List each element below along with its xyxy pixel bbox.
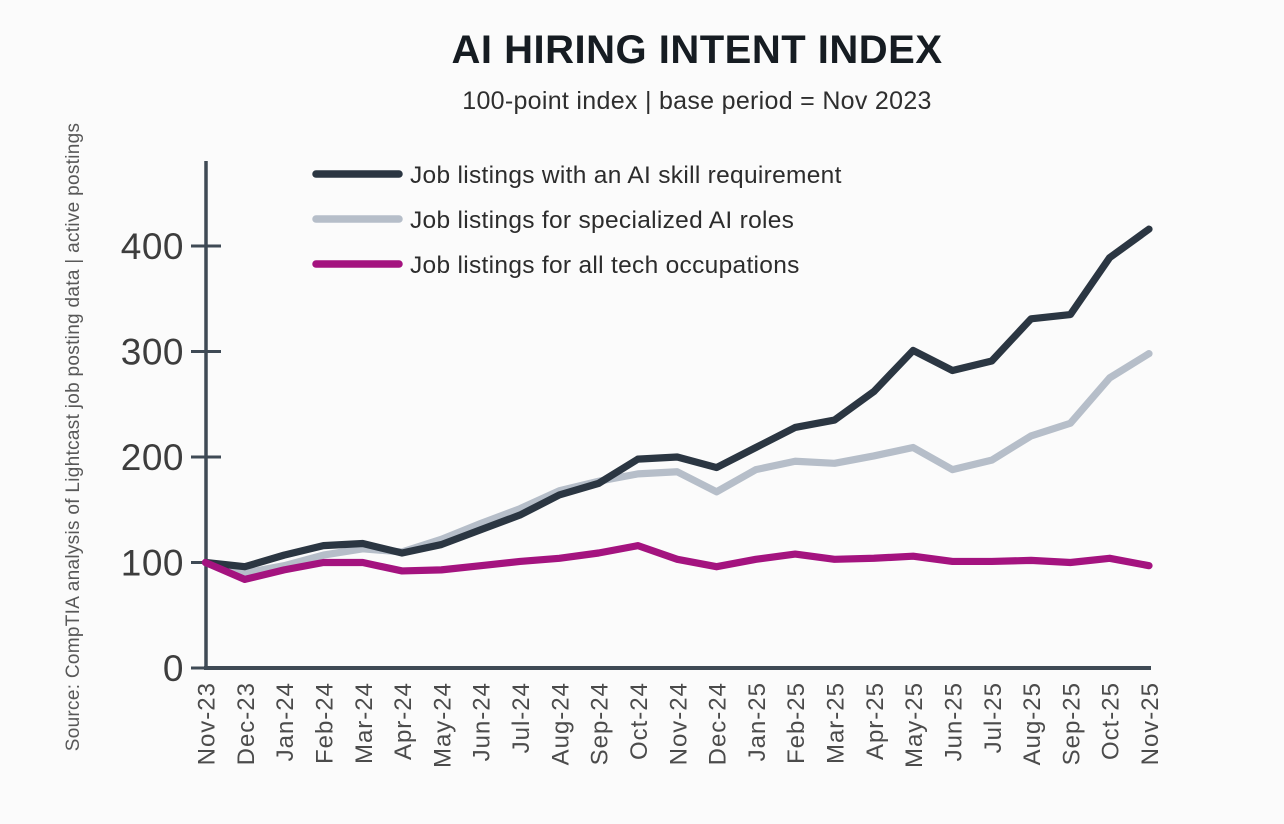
x-tick-label: Aug-25: [1019, 682, 1046, 765]
x-tick-label: May-25: [901, 682, 928, 768]
source-note: Source: CompTIA analysis of Lightcast jo…: [63, 122, 84, 752]
x-tick-label: Mar-25: [823, 682, 850, 764]
x-tick-label: Nov-24: [665, 682, 692, 765]
series-line-0: [201, 225, 1153, 571]
x-tick-label: Feb-25: [783, 682, 810, 764]
y-tick-label: 400: [121, 226, 184, 267]
x-tick-label: Jan-24: [272, 682, 299, 761]
x-tick-label: Apr-25: [862, 682, 889, 760]
y-tick-label: 200: [121, 437, 184, 478]
x-tick-label: Aug-24: [547, 682, 574, 765]
legend-label: Job listings with an AI skill requiremen…: [410, 162, 842, 189]
x-tick-label: Apr-24: [390, 682, 417, 760]
x-tick-label: Jan-25: [744, 682, 771, 761]
x-tick-label: Jun-24: [469, 682, 496, 761]
chart-header: AI HIRING INTENT INDEX 100-point index |…: [110, 28, 1284, 116]
y-tick-label: 100: [121, 543, 184, 584]
x-tick-label: Feb-24: [311, 682, 338, 764]
y-tick-label: 300: [121, 332, 184, 373]
series-line-2: [201, 542, 1153, 583]
x-tick-label: May-24: [429, 682, 456, 768]
x-tick-label: Jun-25: [940, 682, 967, 761]
x-tick-label: Oct-24: [626, 682, 653, 760]
x-tick-label: Oct-25: [1098, 682, 1125, 760]
x-tick-label: Sep-25: [1058, 682, 1085, 765]
x-tick-label: Nov-23: [194, 682, 221, 765]
x-tick-label: Dec-23: [233, 682, 260, 765]
x-tick-label: Nov-25: [1137, 682, 1164, 765]
x-tick-label: Dec-24: [705, 682, 732, 765]
x-tick-label: Mar-24: [351, 682, 378, 764]
x-tick-label: Sep-24: [587, 682, 614, 765]
chart-subtitle: 100-point index | base period = Nov 2023: [462, 87, 932, 115]
x-tick-label: Jul-24: [508, 682, 535, 753]
x-tick-label: Jul-25: [980, 682, 1007, 753]
series-line-1: [201, 350, 1153, 577]
legend-label: Job listings for specialized AI roles: [410, 207, 794, 234]
chart-title: AI HIRING INTENT INDEX: [451, 28, 943, 72]
y-tick-label: 0: [163, 648, 184, 689]
legend-label: Job listings for all tech occupations: [410, 252, 800, 279]
